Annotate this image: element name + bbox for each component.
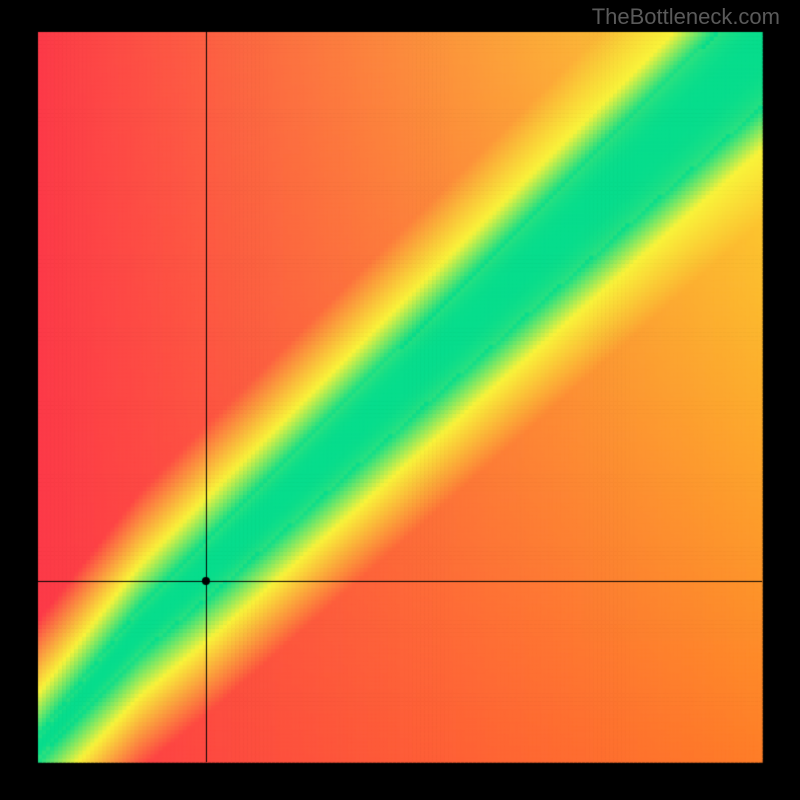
heatmap-canvas [0, 0, 800, 800]
chart-container: TheBottleneck.com [0, 0, 800, 800]
watermark-text: TheBottleneck.com [592, 4, 780, 30]
